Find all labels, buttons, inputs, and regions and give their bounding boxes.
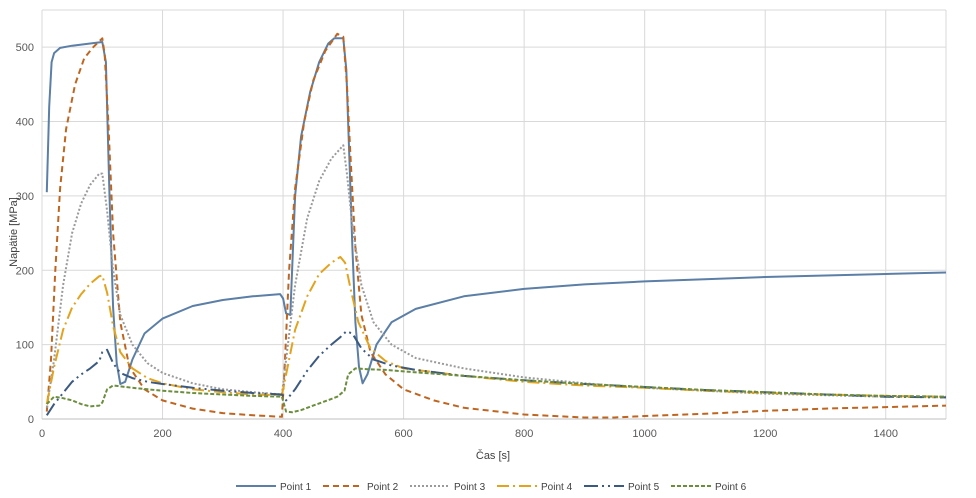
y-tick-label: 500 (16, 42, 34, 54)
x-tick-label: 0 (39, 428, 45, 440)
x-tick-label: 1200 (753, 428, 777, 440)
x-tick-label: 200 (153, 428, 171, 440)
series-line-point-2 (45, 32, 947, 419)
series-line-point-5 (45, 330, 947, 416)
y-axis-ticks: 0 100 200 300 400 500 (16, 42, 34, 426)
series-line-point-1 (45, 37, 947, 385)
series-line-point-4 (45, 255, 947, 405)
legend-label-point-4: Point 4 (541, 482, 573, 493)
legend-label-point-3: Point 3 (454, 482, 486, 493)
y-tick-label: 0 (28, 414, 34, 426)
y-axis-title: Napätie [MPa] (8, 197, 20, 267)
x-tick-label: 800 (515, 428, 533, 440)
legend-label-point-2: Point 2 (367, 482, 399, 493)
legend-label-point-1: Point 1 (280, 482, 312, 493)
series-line-point-6 (46, 367, 947, 414)
gridlines (41, 9, 947, 420)
legend: Point 1 Point 2 Point 3 Point 4 Point 5 Point… (236, 482, 747, 493)
x-tick-label: 600 (394, 428, 412, 440)
y-tick-label: 300 (16, 191, 34, 203)
x-axis-title: Čas [s] (476, 449, 510, 462)
x-tick-label: 400 (274, 428, 292, 440)
legend-label-point-6: Point 6 (715, 482, 747, 493)
y-tick-label: 400 (16, 117, 34, 129)
y-tick-label: 100 (16, 340, 34, 352)
series-lines (45, 32, 947, 419)
x-tick-label: 1000 (632, 428, 656, 440)
x-axis-ticks: 0 200 400 600 800 1000 1200 1400 (39, 428, 898, 440)
y-tick-label: 200 (16, 265, 34, 277)
legend-label-point-5: Point 5 (628, 482, 660, 493)
x-tick-label: 1400 (873, 428, 897, 440)
